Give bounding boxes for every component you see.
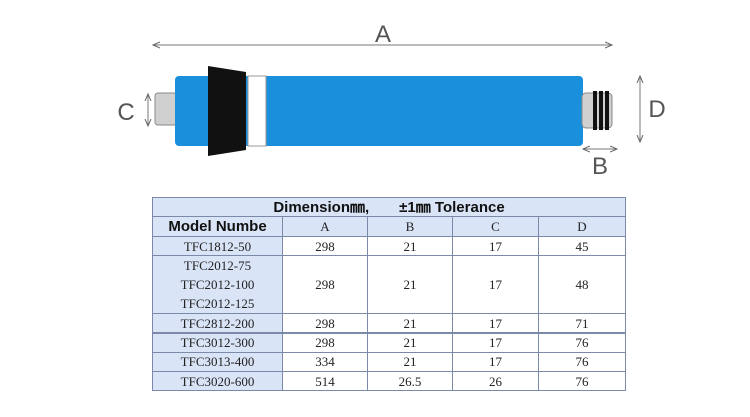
label-a: A: [375, 21, 391, 48]
o-ring: [599, 91, 603, 130]
model-name: TFC2012-100: [180, 277, 255, 293]
value-cell: 76: [538, 351, 626, 373]
model-name: TFC2812-200: [180, 315, 255, 331]
model-name: TFC1812-50: [183, 238, 252, 254]
header-cell: C: [452, 216, 539, 237]
value-text: 26.5: [398, 373, 422, 389]
value-text: 17: [489, 315, 502, 331]
header-cell: D: [538, 216, 626, 237]
model-cell: TFC3012-300: [152, 332, 283, 353]
value-text: 45: [575, 238, 589, 254]
value-text: 21: [403, 238, 417, 254]
o-ring: [593, 91, 597, 130]
model-cell: TFC3020-600: [152, 371, 283, 392]
value-text: 26: [489, 373, 502, 389]
value-text: 76: [575, 354, 589, 370]
white-band: [247, 75, 267, 147]
header-text: Model Numbe: [168, 218, 267, 235]
model-cell: TFC2012-75 TFC2012-100 TFC2012-125: [152, 255, 283, 315]
value-cell: 21: [367, 351, 453, 373]
value-cell: 26.5: [367, 371, 453, 392]
value-cell: 17: [452, 255, 539, 315]
value-text: 514: [315, 373, 335, 389]
value-cell: 298: [282, 313, 368, 334]
value-cell: 21: [367, 313, 453, 334]
value-text: 76: [575, 335, 589, 351]
value-cell: 26: [452, 371, 539, 392]
model-name: TFC3013-400: [180, 354, 255, 370]
value-cell: 17: [452, 313, 539, 334]
value-cell: 298: [282, 332, 368, 353]
value-text: 17: [489, 277, 502, 293]
value-cell: 514: [282, 371, 368, 392]
value-cell: 76: [538, 332, 626, 353]
header-cell: B: [367, 216, 453, 237]
o-ring: [605, 91, 609, 130]
value-text: 21: [403, 277, 417, 293]
membrane-body: [175, 76, 583, 146]
value-text: 17: [489, 354, 502, 370]
value-text: 334: [315, 354, 335, 370]
value-cell: 17: [452, 332, 539, 353]
value-cell: 298: [282, 255, 368, 315]
value-cell: 334: [282, 351, 368, 373]
value-text: 21: [403, 354, 417, 370]
model-name: TFC2012-75: [183, 258, 252, 274]
value-cell: 45: [538, 236, 626, 257]
value-cell: 48: [538, 255, 626, 315]
title-text: Dimension㎜, ±1㎜ Tolerance: [273, 198, 505, 216]
value-text: 298: [315, 277, 335, 293]
value-cell: 21: [367, 255, 453, 315]
label-c: C: [117, 99, 134, 126]
header-cell: A: [282, 216, 368, 237]
label-d: D: [648, 96, 665, 123]
model-name: TFC2012-125: [180, 296, 255, 312]
value-text: 21: [403, 335, 417, 351]
value-text: 298: [315, 315, 335, 331]
value-text: 17: [489, 335, 502, 351]
value-text: 298: [315, 238, 335, 254]
header-text: D: [577, 219, 587, 234]
label-b: B: [592, 153, 608, 180]
model-cell: TFC1812-50: [152, 236, 283, 257]
header-text: C: [491, 219, 500, 234]
value-text: 71: [575, 315, 589, 331]
value-cell: 21: [367, 332, 453, 353]
value-cell: 21: [367, 236, 453, 257]
model-cell: TFC2812-200: [152, 313, 283, 334]
model-name: TFC3012-300: [180, 335, 255, 351]
value-cell: 298: [282, 236, 368, 257]
value-text: 17: [489, 238, 502, 254]
value-text: 48: [575, 277, 589, 293]
value-cell: 71: [538, 313, 626, 334]
value-text: 21: [403, 315, 417, 331]
value-cell: 17: [452, 351, 539, 373]
header-text: B: [405, 219, 415, 234]
membrane-diagram: A C D B: [117, 21, 665, 180]
value-cell: 76: [538, 371, 626, 392]
model-cell: TFC3013-400: [152, 351, 283, 373]
value-text: 298: [315, 335, 335, 351]
value-cell: 17: [452, 236, 539, 257]
model-name: TFC3020-600: [180, 373, 255, 389]
header-cell: Model Numbe: [152, 216, 283, 237]
table-title: Dimension㎜, ±1㎜ Tolerance: [152, 197, 626, 217]
brine-seal: [208, 66, 246, 156]
value-text: 76: [575, 373, 589, 389]
header-text: A: [320, 219, 330, 234]
